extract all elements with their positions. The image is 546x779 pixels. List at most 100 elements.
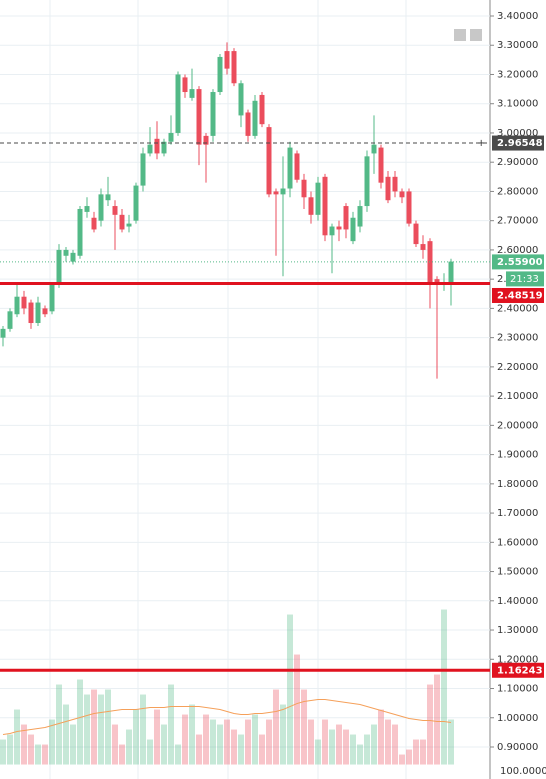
countdown: 21:33 bbox=[510, 274, 539, 285]
candle-body bbox=[77, 208, 83, 256]
volume-bar bbox=[42, 744, 48, 765]
candle-body bbox=[406, 191, 412, 224]
volume-bar bbox=[21, 724, 27, 765]
candle-body bbox=[238, 83, 244, 116]
volume-bar bbox=[119, 744, 125, 765]
volume-bar bbox=[259, 734, 265, 765]
candle-body bbox=[259, 94, 265, 125]
candle-body bbox=[21, 296, 27, 309]
price-label-box bbox=[492, 135, 544, 151]
candle-body bbox=[294, 153, 300, 180]
candle-body bbox=[280, 188, 286, 195]
y-tick-label: 2.60000 bbox=[497, 245, 538, 256]
candle-body bbox=[245, 112, 251, 136]
volume-bar bbox=[0, 739, 6, 765]
volume-bar bbox=[343, 729, 349, 765]
candle-body bbox=[63, 249, 69, 256]
volume-bar bbox=[28, 734, 34, 765]
volume-bar bbox=[308, 719, 314, 765]
volume-bar bbox=[231, 729, 237, 765]
volume-bar bbox=[441, 609, 447, 765]
candle-body bbox=[224, 51, 230, 69]
candle-body bbox=[14, 296, 20, 315]
y-tick-label: 3.20000 bbox=[497, 69, 538, 80]
candle-body bbox=[56, 249, 62, 286]
candle-body bbox=[35, 302, 41, 324]
y-tick-label: 3.30000 bbox=[497, 40, 538, 51]
candle-body bbox=[49, 285, 55, 312]
candle-body bbox=[210, 92, 216, 136]
volume-bar bbox=[133, 709, 139, 765]
price-label: 2.48519 bbox=[497, 290, 543, 301]
volume-bar bbox=[203, 714, 209, 765]
price-label-box bbox=[492, 287, 544, 303]
volume-bar bbox=[84, 694, 90, 765]
volume-bar bbox=[357, 744, 363, 765]
volume-bar bbox=[315, 739, 321, 765]
volume-bar bbox=[224, 719, 230, 765]
candle-body bbox=[266, 127, 272, 195]
candle-body bbox=[350, 217, 356, 242]
volume-bar bbox=[266, 719, 272, 765]
candle-body bbox=[385, 176, 391, 201]
price-label: 2.55900 bbox=[497, 257, 543, 268]
volume-bar bbox=[427, 684, 433, 765]
candle-body bbox=[420, 244, 426, 250]
y-tick-label: 1.10000 bbox=[497, 684, 538, 695]
volume-bar bbox=[392, 724, 398, 765]
candle-body bbox=[252, 100, 258, 136]
y-tick-label: 1.60000 bbox=[497, 537, 538, 548]
y-tick-label: 1.30000 bbox=[497, 625, 538, 636]
volume-bar bbox=[364, 734, 370, 765]
volume-bar bbox=[49, 719, 55, 765]
volume-bar bbox=[371, 724, 377, 765]
candle-body bbox=[392, 176, 398, 192]
y-tick-label: 2.10000 bbox=[497, 391, 538, 402]
volume-ma-line bbox=[2, 699, 452, 736]
candle-body bbox=[70, 252, 76, 262]
crosshair-plus: + bbox=[477, 138, 485, 149]
volume-bar bbox=[301, 689, 307, 765]
volume bbox=[0, 609, 454, 765]
candle-body bbox=[161, 141, 167, 154]
volume-bar bbox=[35, 744, 41, 765]
candle-body bbox=[140, 153, 146, 186]
candle-body bbox=[147, 144, 153, 154]
candle-body bbox=[357, 206, 363, 227]
candle-body bbox=[154, 138, 160, 154]
candle-body bbox=[217, 56, 223, 93]
volume-bar bbox=[126, 729, 132, 765]
volume-bar bbox=[322, 719, 328, 765]
volume-bar bbox=[385, 719, 391, 765]
candle-body bbox=[308, 197, 314, 215]
volume-bar bbox=[350, 734, 356, 765]
y-tick-label: 1.50000 bbox=[497, 567, 538, 578]
volume-bar bbox=[238, 734, 244, 765]
candle-body bbox=[399, 191, 405, 198]
y-tick-label: 3.00000 bbox=[497, 128, 538, 139]
candle-body bbox=[322, 176, 328, 236]
volume-bar bbox=[448, 719, 454, 765]
y-tick-label: 3.40000 bbox=[497, 11, 538, 22]
grid-vertical bbox=[49, 0, 407, 779]
volume-bar bbox=[161, 724, 167, 765]
y-tick-label: 3.10000 bbox=[497, 99, 538, 110]
candle-body bbox=[0, 328, 6, 338]
candle-body bbox=[182, 77, 188, 93]
volume-bar bbox=[196, 734, 202, 765]
volume-bar bbox=[91, 689, 97, 765]
candle-body bbox=[364, 156, 370, 207]
scale-icon[interactable] bbox=[470, 29, 482, 41]
scroll-icon[interactable] bbox=[454, 29, 466, 41]
volume-bar bbox=[175, 744, 181, 765]
countdown-box bbox=[506, 271, 544, 287]
volume-bar bbox=[434, 674, 440, 765]
y-tick-label: 2.20000 bbox=[497, 362, 538, 373]
candle-body bbox=[329, 226, 335, 236]
candle-body bbox=[175, 74, 181, 133]
volume-bar bbox=[14, 709, 20, 765]
volume-bar bbox=[273, 689, 279, 765]
volume-bar bbox=[56, 684, 62, 765]
volume-bar bbox=[280, 704, 286, 765]
